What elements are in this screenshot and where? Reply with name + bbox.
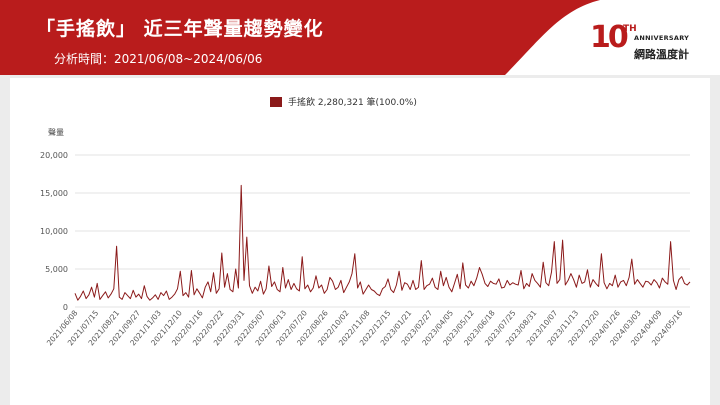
logo-suffix: TH (623, 24, 637, 34)
y-tick-label: 0 (63, 303, 68, 312)
chart-legend[interactable]: 手搖飲 2,280,321 筆(100.0%) (270, 95, 417, 108)
y-axis-label: 聲量 (48, 128, 64, 137)
y-tick-label: 15,000 (40, 189, 68, 198)
series-line-shouyaoyin (74, 184, 691, 301)
y-tick-label: 10,000 (40, 227, 68, 236)
legend-label: 手搖飲 2,280,321 筆(100.0%) (288, 98, 417, 108)
legend-swatch (270, 96, 282, 107)
logo-number: 10 (590, 20, 629, 55)
logo-name: 網路溫度計 (634, 48, 689, 61)
chart-panel (10, 78, 710, 405)
page-title: 「手搖飲」 近三年聲量趨勢變化 (36, 18, 324, 40)
y-tick-label: 5,000 (45, 265, 68, 274)
y-tick-label: 20,000 (40, 151, 68, 160)
brand-logo: 10 TH ANNIVERSARY 網路溫度計 (590, 20, 700, 70)
analysis-period: 分析時間：2021/06/08~2024/06/06 (54, 52, 263, 66)
logo-anniversary: ANNIVERSARY (634, 34, 690, 42)
header-white-shape (505, 0, 720, 75)
